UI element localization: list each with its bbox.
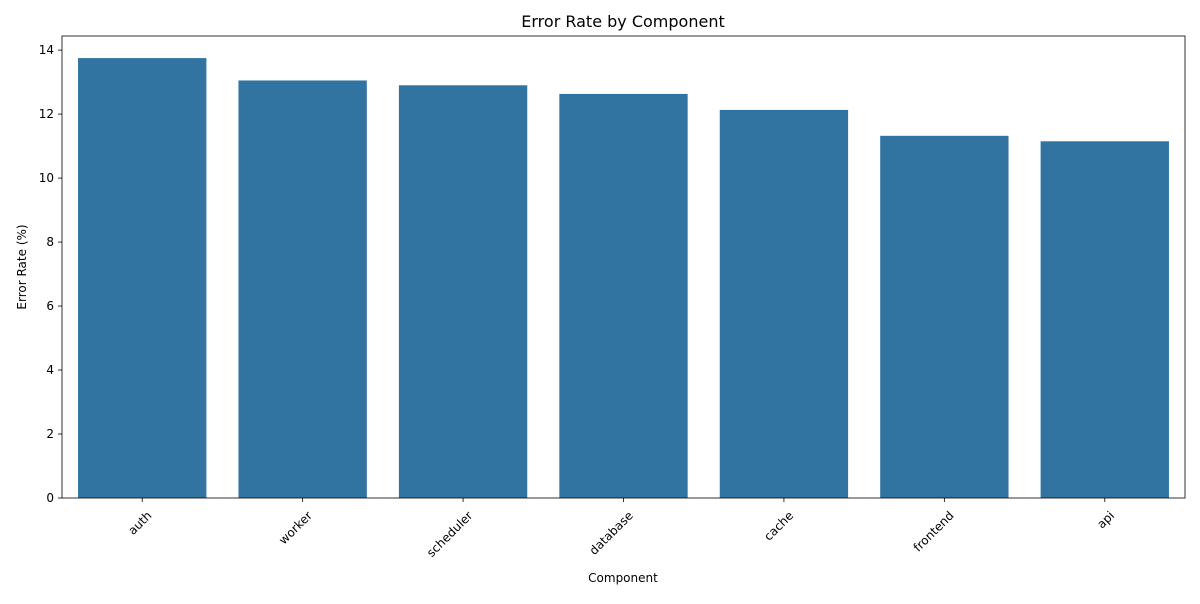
x-tick-label-frontend: frontend — [911, 508, 957, 554]
bars-layer — [78, 58, 1169, 499]
y-tick-label: 14 — [39, 43, 54, 57]
y-tick-label: 10 — [39, 171, 54, 185]
y-axis: 0 2 4 6 8 10 12 14 — [39, 43, 62, 505]
bar-auth — [78, 58, 207, 499]
plot-frame — [61, 35, 1186, 499]
x-tick-label-database: database — [587, 508, 636, 557]
x-tick-label-auth: auth — [125, 508, 154, 537]
y-tick-label: 6 — [46, 299, 54, 313]
x-tick-label-worker: worker — [276, 508, 315, 547]
x-tick-label-api: api — [1094, 508, 1117, 531]
y-tick-label: 0 — [46, 491, 54, 505]
x-axis: auth worker scheduler database cache frontend… — [125, 498, 1117, 560]
y-tick-label: 4 — [46, 363, 54, 377]
chart-title: Error Rate by Component — [521, 12, 724, 31]
y-axis-label: Error Rate (%) — [15, 224, 29, 309]
y-tick-label: 12 — [39, 107, 54, 121]
bar-database — [559, 93, 688, 498]
bar-worker — [238, 80, 367, 499]
bar-cache — [719, 109, 849, 499]
y-tick-label: 2 — [46, 427, 54, 441]
y-tick-label: 8 — [46, 235, 54, 249]
x-axis-label: Component — [588, 571, 658, 585]
bar-api — [1040, 141, 1169, 498]
bar-scheduler — [398, 85, 528, 498]
x-tick-label-cache: cache — [761, 508, 796, 543]
x-tick-label-scheduler: scheduler — [424, 508, 475, 559]
bar-frontend — [880, 135, 1009, 499]
